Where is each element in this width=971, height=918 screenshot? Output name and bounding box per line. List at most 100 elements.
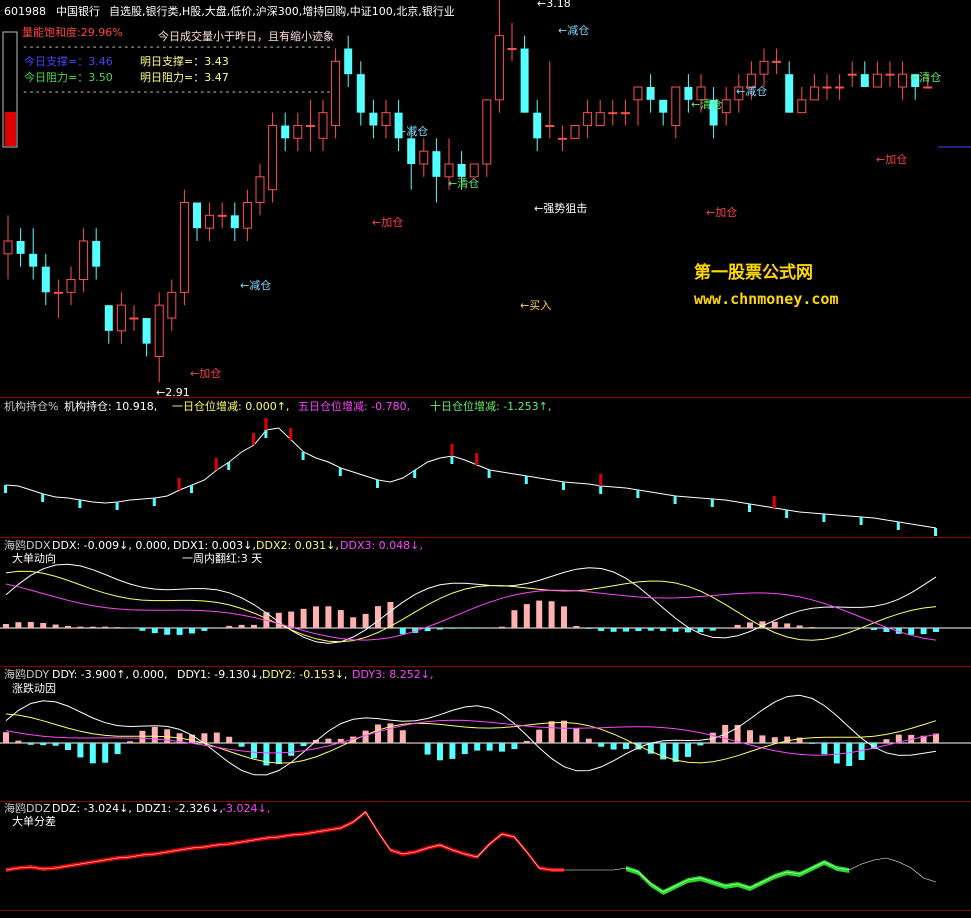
panel2-subtitle: 大单动向: [12, 551, 56, 565]
panel4-subtitle: 大单分差: [12, 814, 56, 828]
candle-body: [142, 318, 151, 344]
ddy1-line: [5, 694, 937, 776]
ddy-bar: [40, 743, 47, 746]
holding-down-mark: [673, 496, 677, 504]
holding-up-mark: [772, 496, 776, 508]
candle-body: [381, 112, 391, 126]
watermark-url: www.chnmoney.com: [694, 290, 839, 308]
ddy-bar: [65, 743, 71, 750]
holding-up-mark: [289, 428, 293, 440]
signal-add: ←加仓: [372, 215, 403, 229]
ddy-bar: [251, 743, 257, 759]
ddx-bar: [697, 628, 704, 633]
signal-clear: ←清仓: [691, 97, 722, 111]
panel2-ddx1: DDX1: 0.003↓,: [173, 539, 256, 552]
ddy-bar: [647, 743, 654, 754]
ddx-bar: [375, 606, 381, 628]
candle-body: [696, 86, 706, 101]
ddx-bar: [399, 628, 406, 635]
ddx-bar: [908, 628, 915, 635]
candle-body: [205, 214, 215, 229]
candle-body: [545, 125, 555, 127]
holding-down-mark: [562, 482, 565, 490]
ddy-bar: [213, 732, 220, 743]
ddy-bar: [189, 734, 195, 743]
signal-add: ←加仓: [706, 205, 737, 219]
ddx-bar: [523, 604, 530, 628]
panel2-title: 海鸥DDX: [4, 538, 51, 552]
ddy-bar: [27, 743, 34, 745]
ddy-bar: [933, 733, 939, 743]
candle-body: [835, 86, 845, 89]
ddx-bar: [3, 623, 9, 628]
ddx-bar: [362, 613, 369, 628]
ddx-bar: [114, 627, 121, 628]
ddx1-line: [5, 563, 937, 644]
candle-body: [394, 112, 403, 139]
candle-body: [684, 87, 693, 100]
candle-body: [331, 60, 341, 126]
ddx-bar: [474, 628, 481, 629]
stock-tags: 自选股,银行类,H股,大盘,低价,沪深300,增持回购,中证100,北京,银行业: [109, 4, 455, 18]
holding-line: [5, 427, 937, 529]
candle-body: [66, 279, 76, 293]
ddy-bar: [325, 738, 332, 743]
candle-body: [671, 86, 681, 126]
candle-body: [583, 112, 593, 126]
candle-body: [797, 99, 807, 114]
candle-body: [419, 150, 429, 165]
ddx-bar: [226, 625, 233, 628]
ddy-bar: [536, 729, 543, 743]
ddy-bar: [548, 721, 555, 743]
ddx-bar: [437, 628, 443, 630]
candle-body: [444, 163, 454, 178]
candle-body: [167, 291, 177, 319]
ddy-bar: [15, 740, 22, 743]
ddy-bar: [164, 729, 171, 743]
panel2-ddx2: DDX2: 0.031↓,: [256, 539, 339, 552]
candle-body: [305, 125, 315, 127]
signal-reduce: ←减仓: [397, 124, 428, 138]
ddx-bar: [709, 628, 716, 631]
candle-body: [759, 60, 769, 75]
signal-reduce: ←减仓: [736, 84, 767, 98]
candle-body: [255, 176, 265, 203]
ddx-bar: [176, 628, 183, 635]
candle-body: [356, 74, 365, 113]
ddy-bar: [685, 743, 691, 757]
candle-body: [608, 112, 618, 115]
candle-body: [281, 125, 290, 139]
ddy-bar: [350, 736, 357, 743]
candle-body: [104, 305, 113, 331]
panel3-title: 海鸥DDY: [4, 667, 49, 681]
panel3-plot: [0, 694, 971, 776]
signal-clear: ←清仓: [910, 70, 941, 84]
ddy-bar: [226, 736, 233, 743]
ddx-bar: [548, 601, 555, 628]
panel3-ddy: DDY: -3.900↑, 0.000,: [52, 668, 167, 681]
candle-body: [620, 112, 630, 115]
candle-body: [822, 86, 832, 89]
ddx-bar: [734, 624, 741, 628]
candle-body: [746, 73, 756, 88]
ddx-bar: [151, 628, 158, 634]
holding-down-mark: [190, 485, 193, 493]
candle-body: [734, 86, 744, 101]
ddx-bar: [647, 628, 654, 631]
ddx-bar: [89, 626, 96, 628]
holding-up-mark: [264, 418, 268, 430]
ddx-bar: [65, 625, 71, 628]
ddy-bar: [573, 728, 580, 743]
holding-down-mark: [264, 430, 268, 438]
price-high-label: ←3.18: [537, 0, 571, 10]
panel1-plot: [4, 418, 937, 536]
ddx-bar: [920, 628, 927, 635]
ddy-bar: [337, 738, 344, 743]
ddy-bar: [660, 743, 667, 760]
holding-down-mark: [301, 452, 305, 460]
panel4-title: 海鸥DDZ: [4, 801, 51, 815]
ddx-bar: [585, 628, 592, 629]
candle-body: [809, 86, 819, 101]
ddx3-line: [5, 583, 937, 641]
